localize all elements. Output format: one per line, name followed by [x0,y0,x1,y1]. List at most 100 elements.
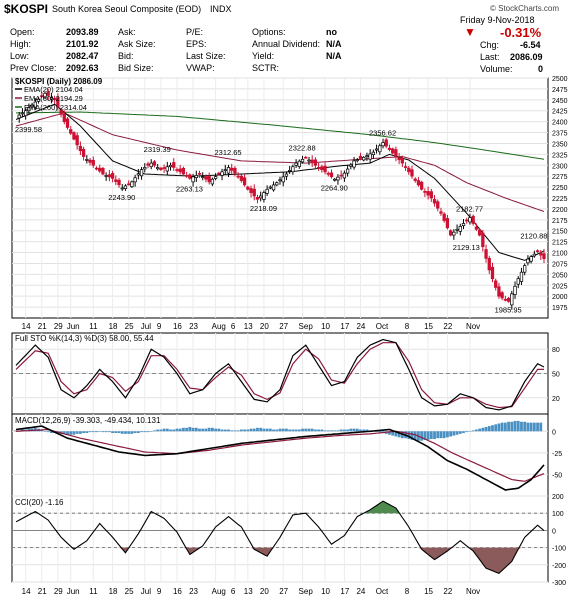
macd-histogram-bar [210,427,214,432]
candle-body [281,176,285,183]
x-axis-label-top: Aug [212,322,226,331]
candle-body [226,167,231,174]
ema260-line [16,111,545,160]
candle-body [516,278,520,285]
macd-histogram-bar [478,428,482,432]
candle-body [448,230,453,236]
candle-body [268,186,272,189]
x-axis-label-bottom: 24 [356,587,365,596]
candle-body [46,91,50,96]
candle-body [458,226,462,232]
candle-body [355,159,359,162]
macd-histogram-bar [95,431,98,433]
macd-histogram-bar [426,431,430,440]
candle-body [420,181,424,190]
macd-histogram-bar [172,429,176,432]
macd-histogram-bar [326,430,330,432]
candle-body [503,298,508,301]
macd-histogram-bar [297,429,301,432]
macd-histogram-bar [140,431,143,433]
candle-body [130,181,134,188]
macd-histogram-bar [220,429,224,432]
candle-body [513,285,517,295]
x-axis-label-top: 23 [189,322,198,331]
macd-histogram-bar [82,431,86,433]
x-axis-label-bottom: Nov [466,587,480,596]
macd-histogram-bar [317,429,321,432]
candle-body [384,139,388,147]
macd-histogram-bar [536,422,539,432]
candle-body [143,167,147,170]
candle-body [436,201,440,209]
macd-histogram-bar [153,430,156,432]
x-axis-label-top: 17 [340,322,349,331]
candle-body [474,226,479,230]
macd-histogram-bar [233,430,237,432]
change-percent: -0.31% [500,25,542,40]
macd-histogram-bar [259,427,263,432]
candle-body [523,265,527,273]
candle-body [400,157,404,164]
candle-body [255,197,260,200]
macd-panel-y-tick-label: -50 [552,472,562,479]
macd-histogram-bar [169,429,172,432]
candle-body [175,169,179,171]
macd-histogram-bar [120,431,124,434]
legend-entry: EMA(20) 2104.04 [24,85,83,94]
quote-value: 2101.92 [66,39,99,49]
macd-panel-y-tick-label: 0 [552,429,556,436]
macd-histogram-bar [513,420,517,432]
candle-body [529,256,533,262]
candle-body [252,188,256,197]
candle-body [294,162,298,166]
candle-body [27,107,31,112]
macd-histogram-bar [185,427,189,432]
macd-histogram-bar [191,427,195,432]
candle-body [323,165,327,173]
cci-panel-y-tick-label: -300 [552,580,566,587]
macd-histogram-bar [107,431,111,433]
macd-histogram-bar [362,429,366,432]
macd-histogram-bar [471,430,475,432]
candle-body [207,176,211,183]
options-label: Options: [252,27,286,37]
candle-body [72,132,76,140]
candle-body [381,142,385,147]
price-panel-y-tick-label: 2475 [552,87,568,94]
x-axis-label-bottom: 21 [38,587,47,596]
candle-body [500,292,504,299]
x-axis-label-bottom: 10 [321,587,330,596]
macd-histogram-bar [149,431,153,432]
candle-body [259,195,263,199]
macd-histogram-bar [474,429,478,432]
x-axis-label-top: 29 [54,322,63,331]
macd-histogram-bar [423,431,427,440]
x-axis-label-bottom: 17 [340,587,349,596]
price-annotation: 1985.95 [495,305,522,314]
candle-body [43,92,47,98]
candle-body [239,175,244,181]
macd-histogram-bar [275,429,279,432]
x-axis-label-bottom: 18 [109,587,118,596]
macd-histogram-bar [50,431,53,433]
cci-line [15,500,545,575]
price-panel-y-tick-label: 2325 [552,152,568,159]
quote-value: 2082.47 [66,51,99,61]
candle-body [49,97,54,100]
candle-body [33,101,37,108]
candle-body [236,175,240,178]
x-axis-label-top: Jun [67,322,80,331]
macd-histogram-bar [262,428,266,432]
x-axis-label-bottom: Jun [67,587,80,596]
macd-histogram-bar [452,431,456,436]
macd-panel-y-tick-label: -25 [552,451,562,458]
candle-body [365,155,369,158]
candle-body [156,167,160,170]
price-panel-y-tick-label: 1975 [552,305,568,312]
macd-histogram-bar [484,426,488,432]
candle-body [62,114,66,122]
candle-body [358,155,363,159]
x-axis-label-top: 13 [244,322,253,331]
chg-label: Chg: [480,40,500,50]
pe-label: P/E: [186,27,204,37]
